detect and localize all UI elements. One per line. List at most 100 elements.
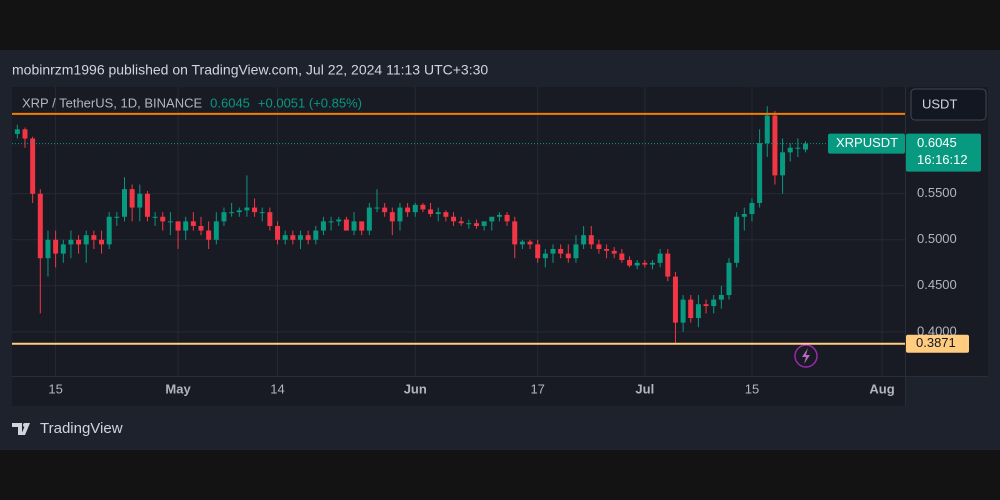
x-tick-label: Aug bbox=[869, 381, 894, 396]
candle-body bbox=[160, 216, 166, 222]
symbol-box bbox=[828, 133, 905, 154]
candle-body bbox=[803, 143, 809, 150]
candle-body bbox=[175, 221, 181, 231]
candle-body bbox=[91, 235, 97, 240]
last-price-box bbox=[906, 133, 981, 172]
candle-body bbox=[106, 216, 112, 245]
candle-body bbox=[343, 219, 349, 231]
candle-body bbox=[451, 216, 457, 222]
lightning-icon bbox=[802, 348, 810, 364]
legend-price: 0.6045 bbox=[210, 95, 250, 110]
candle-body bbox=[473, 223, 479, 226]
candle-body bbox=[137, 193, 143, 208]
legend-change: +0.0051 (+0.85%) bbox=[258, 95, 362, 110]
candle-body bbox=[30, 138, 36, 194]
symbol-label: XRPUSDT bbox=[836, 135, 898, 150]
candle-body bbox=[190, 221, 196, 226]
candle-body bbox=[466, 223, 472, 225]
candle-body bbox=[680, 299, 686, 323]
candle-body bbox=[695, 304, 701, 319]
candle-body bbox=[144, 193, 150, 217]
candle-body bbox=[787, 147, 793, 153]
candle-body bbox=[665, 253, 671, 277]
candle-body bbox=[45, 239, 51, 259]
candle-body bbox=[757, 143, 763, 203]
candle-body bbox=[435, 212, 441, 215]
candle-body bbox=[649, 262, 655, 265]
candle-body bbox=[183, 221, 189, 231]
candle-body bbox=[374, 207, 380, 209]
candle-body bbox=[53, 239, 59, 254]
candle-body bbox=[772, 115, 778, 176]
candle-body bbox=[252, 207, 258, 213]
x-tick-label: Jul bbox=[635, 381, 654, 396]
candle-body bbox=[504, 214, 510, 222]
candle-body bbox=[114, 216, 120, 218]
publisher-line: mobinrzm1996 published on TradingView.co… bbox=[12, 62, 488, 78]
chart-pane bbox=[12, 87, 905, 376]
candle-body bbox=[259, 212, 265, 214]
candle-body bbox=[550, 248, 556, 254]
candle-body bbox=[581, 235, 587, 245]
candle-body bbox=[672, 276, 678, 323]
last-price-label: 0.6045 bbox=[917, 135, 957, 150]
candle-body bbox=[198, 225, 204, 231]
candle-body bbox=[496, 214, 502, 217]
candle-body bbox=[405, 207, 411, 213]
currency-button[interactable] bbox=[910, 88, 987, 121]
candle-body bbox=[604, 248, 610, 251]
candle-body bbox=[596, 244, 602, 249]
y-tick-label: 0.5500 bbox=[917, 185, 957, 200]
candle-body bbox=[527, 241, 533, 245]
candle-body bbox=[275, 225, 281, 240]
candle-body bbox=[519, 241, 525, 245]
candle-body bbox=[611, 250, 617, 254]
candle-body bbox=[121, 189, 127, 217]
y-tick-label: 0.5000 bbox=[917, 231, 957, 246]
candle-body bbox=[206, 230, 212, 240]
candle-body bbox=[83, 235, 89, 245]
candle-body bbox=[588, 235, 594, 245]
event-icon[interactable] bbox=[794, 344, 818, 368]
candle-body bbox=[336, 219, 342, 222]
candle-body bbox=[688, 299, 694, 319]
candle-body bbox=[328, 221, 334, 223]
x-tick-label: Jun bbox=[404, 381, 427, 396]
candle-body bbox=[397, 207, 403, 222]
x-tick-label: 15 bbox=[48, 381, 62, 396]
x-tick-label: May bbox=[165, 381, 191, 396]
candle-body bbox=[420, 204, 426, 210]
footer-brand: TradingView bbox=[40, 420, 123, 437]
logo-dot bbox=[23, 423, 27, 427]
candle-body bbox=[305, 235, 311, 240]
candle-body bbox=[627, 260, 633, 266]
candle-body bbox=[780, 152, 786, 176]
candle-body bbox=[389, 212, 395, 222]
candle-body bbox=[167, 221, 173, 223]
x-tick-label: 14 bbox=[270, 381, 284, 396]
price-label-box bbox=[906, 334, 969, 353]
candle-body bbox=[489, 216, 495, 222]
candle-body bbox=[68, 239, 74, 245]
candle-body bbox=[749, 202, 755, 215]
candle-body bbox=[764, 115, 770, 144]
candle-body bbox=[535, 244, 541, 259]
candle-body bbox=[565, 253, 571, 259]
candle-body bbox=[99, 239, 105, 245]
candle-body bbox=[366, 207, 372, 231]
candle-body bbox=[428, 209, 434, 215]
candle-body bbox=[458, 221, 464, 224]
candle-body bbox=[558, 248, 564, 254]
candle-body bbox=[481, 221, 487, 226]
x-tick-label: 15 bbox=[745, 381, 759, 396]
currency[interactable]: USDT bbox=[922, 96, 957, 111]
candle-body bbox=[795, 147, 801, 149]
price-label: 0.3871 bbox=[916, 335, 956, 350]
candle-body bbox=[267, 212, 273, 226]
candle-body bbox=[129, 189, 135, 208]
candle-body bbox=[221, 212, 227, 222]
y-tick-label: 0.4000 bbox=[917, 323, 957, 338]
time-axis bbox=[12, 376, 905, 406]
legend-title: XRP / TetherUS, 1D, BINANCE bbox=[22, 95, 202, 110]
candle-body bbox=[741, 214, 747, 217]
